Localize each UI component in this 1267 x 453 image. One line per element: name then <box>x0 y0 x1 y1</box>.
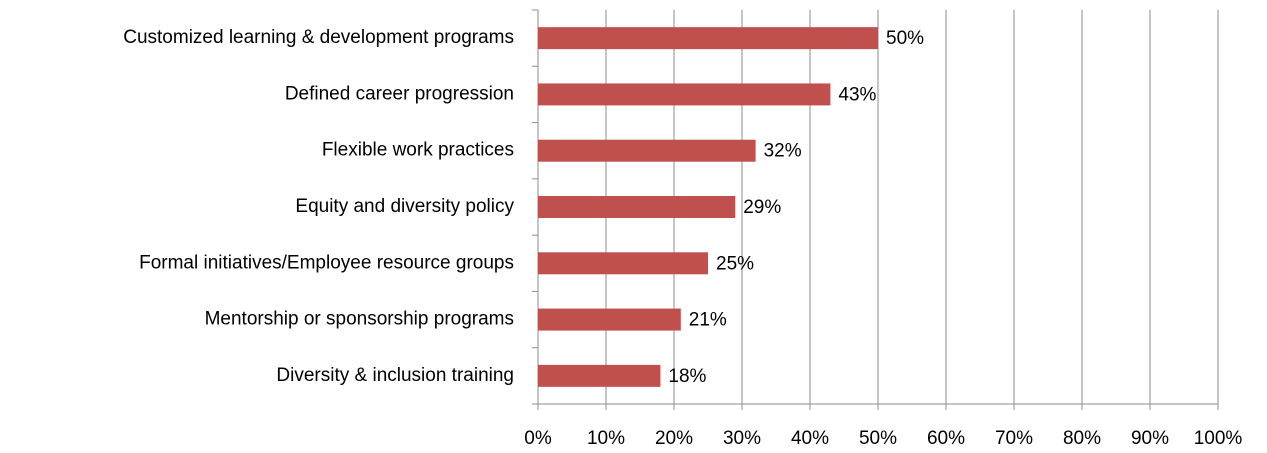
bar <box>538 196 736 218</box>
data-label: 50% <box>886 28 924 49</box>
data-label: 32% <box>764 141 802 162</box>
x-tick-label: 90% <box>1131 428 1169 449</box>
x-tick-label: 100% <box>1194 428 1243 449</box>
x-tick-label: 70% <box>995 428 1033 449</box>
bar <box>538 27 878 50</box>
category-label: Mentorship or sponsorship programs <box>205 309 514 330</box>
category-label: Flexible work practices <box>322 140 514 161</box>
bar <box>538 364 661 387</box>
x-tick-label: 10% <box>587 428 625 449</box>
bar <box>538 308 681 331</box>
x-tick-label: 30% <box>723 428 761 449</box>
data-label: 25% <box>716 253 754 274</box>
data-label: 29% <box>743 197 781 218</box>
category-label: Defined career progression <box>285 83 514 104</box>
x-tick-label: 0% <box>524 428 552 449</box>
x-tick-label: 50% <box>859 428 897 449</box>
data-label: 21% <box>689 310 727 331</box>
category-label: Diversity & inclusion training <box>276 365 514 386</box>
x-tick-label: 40% <box>791 428 829 449</box>
x-tick-label: 80% <box>1063 428 1101 449</box>
bar <box>538 83 831 106</box>
category-label: Formal initiatives/Employee resource gro… <box>139 252 514 273</box>
x-tick-label: 60% <box>927 428 965 449</box>
category-label: Customized learning & development progra… <box>123 27 514 48</box>
data-label: 43% <box>838 84 876 105</box>
category-label: Equity and diversity policy <box>295 196 514 217</box>
data-label: 18% <box>668 366 706 387</box>
bar <box>538 252 708 275</box>
bar <box>538 139 756 162</box>
x-tick-label: 20% <box>655 428 693 449</box>
